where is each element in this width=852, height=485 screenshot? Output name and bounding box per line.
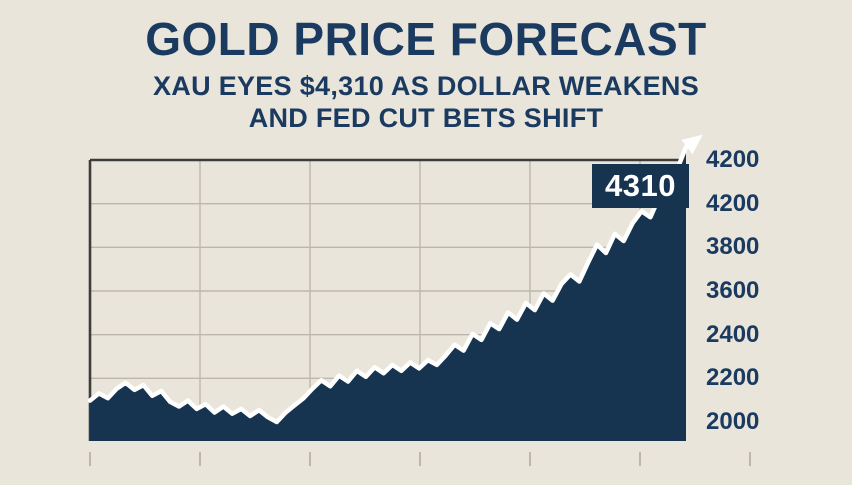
area-fill — [90, 147, 686, 441]
price-annotation-badge: 4310 — [592, 164, 689, 208]
page-title: GOLD PRICE FORECAST — [145, 13, 707, 65]
subtitle-line-1: XAU EYES $4,310 AS DOLLAR WEAKENS — [152, 70, 700, 101]
subtitle-line-2: AND FED CUT BETS SHIFT — [248, 102, 604, 133]
price-line — [87, 144, 689, 425]
trend-arrow-icon — [681, 134, 703, 155]
price-annotation-value: 4310 — [605, 168, 676, 203]
header: GOLD PRICE FORECAST XAU EYES $4,310 AS D… — [0, 16, 852, 135]
